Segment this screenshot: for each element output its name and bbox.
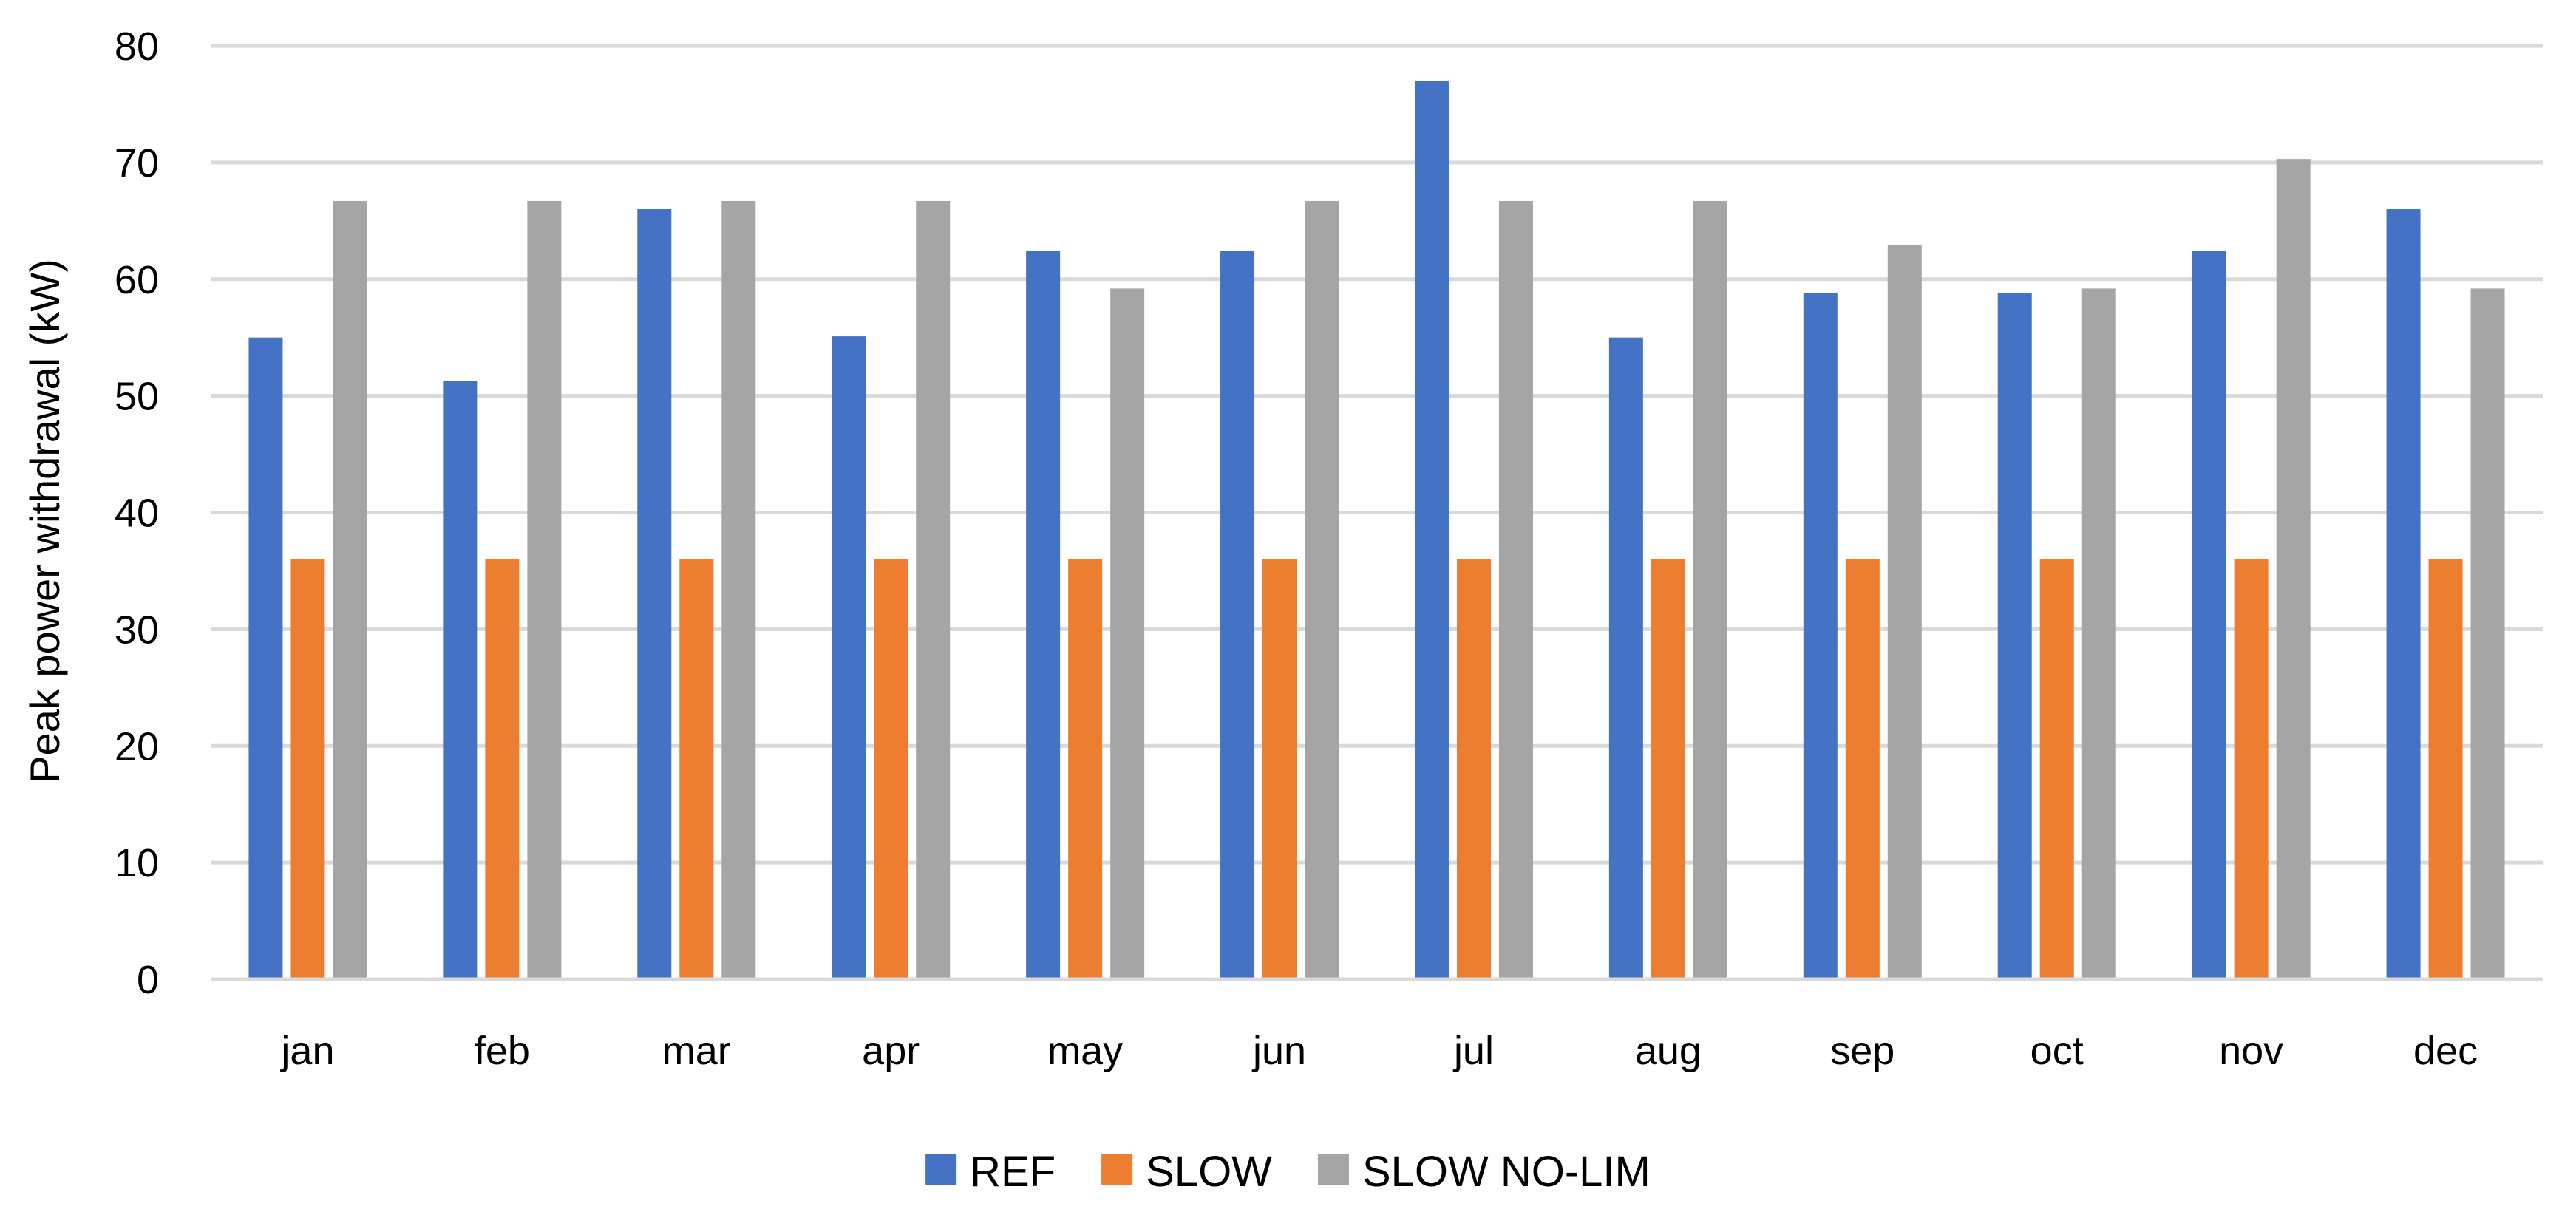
bar-slow-nov xyxy=(2234,559,2269,979)
y-tick-label: 80 xyxy=(115,24,159,69)
legend-swatch xyxy=(925,1154,957,1185)
legend-item-slow: SLOW xyxy=(1101,1148,1272,1196)
bar-slow-no-lim-jun xyxy=(1305,200,1339,979)
x-axis-tick-labels: jan feb mar apr may jun jul aug sep oct nov dec xyxy=(279,1029,2478,1073)
bar-ref-jun xyxy=(1220,251,1255,979)
legend-label: REF xyxy=(970,1148,1056,1196)
bar-slow-no-lim-aug xyxy=(1693,200,1727,979)
y-tick-label: 0 xyxy=(137,958,159,1002)
y-tick-label: 50 xyxy=(115,375,159,419)
bar-ref-aug xyxy=(1608,337,1643,979)
x-tick-label-feb: feb xyxy=(475,1029,530,1073)
bar-ref-mar xyxy=(637,209,672,979)
gridlines xyxy=(211,44,2543,981)
legend-swatch xyxy=(1101,1154,1133,1185)
bar-slow-no-lim-feb xyxy=(527,200,562,979)
bar-slow-sep xyxy=(1845,559,1880,979)
y-axis-title: Peak power withdrawal (kW) xyxy=(21,259,68,783)
legend: REF SLOW SLOW NO-LIM xyxy=(925,1148,1651,1196)
bar-slow-oct xyxy=(2039,559,2074,979)
bar-slow-dec xyxy=(2428,559,2463,979)
x-tick-label-oct: oct xyxy=(2030,1029,2084,1073)
bar-ref-feb xyxy=(443,381,478,979)
bar-ref-jan xyxy=(248,337,283,979)
bar-slow-jul xyxy=(1456,559,1491,979)
x-tick-label-aug: aug xyxy=(1635,1029,1702,1073)
y-axis-tick-labels: 0 10 20 30 40 50 60 70 80 xyxy=(115,24,159,1002)
y-tick-label: 40 xyxy=(115,491,159,536)
bar-slow-no-lim-mar xyxy=(721,200,756,979)
bar-slow-aug xyxy=(1651,559,1685,979)
bar-slow-may xyxy=(1068,559,1103,979)
bar-slow-jan xyxy=(290,559,325,979)
bar-slow-apr xyxy=(874,559,908,979)
bar-slow-feb xyxy=(485,559,520,979)
x-tick-label-apr: apr xyxy=(862,1029,920,1073)
bar-slow-no-lim-may xyxy=(1110,288,1145,979)
bar-ref-sep xyxy=(1803,293,1838,979)
y-tick-label: 30 xyxy=(115,607,159,652)
y-tick-label: 20 xyxy=(115,724,159,769)
x-tick-label-may: may xyxy=(1047,1029,1123,1073)
x-tick-label-sep: sep xyxy=(1830,1029,1894,1073)
bar-ref-nov xyxy=(2192,251,2226,979)
legend-item-ref: REF xyxy=(925,1148,1056,1196)
y-axis-title-group: Peak power withdrawal (kW) xyxy=(21,259,68,783)
bar-slow-no-lim-sep xyxy=(1887,245,1922,979)
bar-ref-dec xyxy=(2386,209,2421,979)
bar-slow-no-lim-apr xyxy=(916,200,951,979)
x-tick-label-jul: jul xyxy=(1452,1029,1494,1073)
legend-label: SLOW NO-LIM xyxy=(1362,1148,1651,1196)
legend-label: SLOW xyxy=(1146,1148,1272,1196)
bar-slow-no-lim-jan xyxy=(333,200,367,979)
bar-slow-no-lim-oct xyxy=(2081,288,2116,979)
bar-slow-no-lim-dec xyxy=(2470,288,2505,979)
bar-ref-apr xyxy=(832,336,866,979)
legend-swatch xyxy=(1317,1154,1349,1185)
bar-slow-no-lim-jul xyxy=(1498,200,1533,979)
x-tick-label-mar: mar xyxy=(662,1029,731,1073)
x-tick-label-nov: nov xyxy=(2219,1029,2283,1073)
bar-slow-no-lim-nov xyxy=(2276,159,2311,979)
y-tick-label: 60 xyxy=(115,258,159,302)
bar-ref-oct xyxy=(1997,293,2032,979)
bar-ref-may xyxy=(1026,251,1061,979)
bar-ref-jul xyxy=(1414,81,1449,979)
y-tick-label: 10 xyxy=(115,841,159,885)
bar-slow-mar xyxy=(679,559,714,979)
legend-item-slow-no-lim: SLOW NO-LIM xyxy=(1317,1148,1651,1196)
y-tick-label: 70 xyxy=(115,141,159,185)
x-tick-label-jun: jun xyxy=(1251,1029,1306,1073)
x-tick-label-dec: dec xyxy=(2413,1029,2478,1073)
bars xyxy=(211,81,2543,981)
x-tick-label-jan: jan xyxy=(279,1029,334,1073)
bar-slow-jun xyxy=(1262,559,1297,979)
